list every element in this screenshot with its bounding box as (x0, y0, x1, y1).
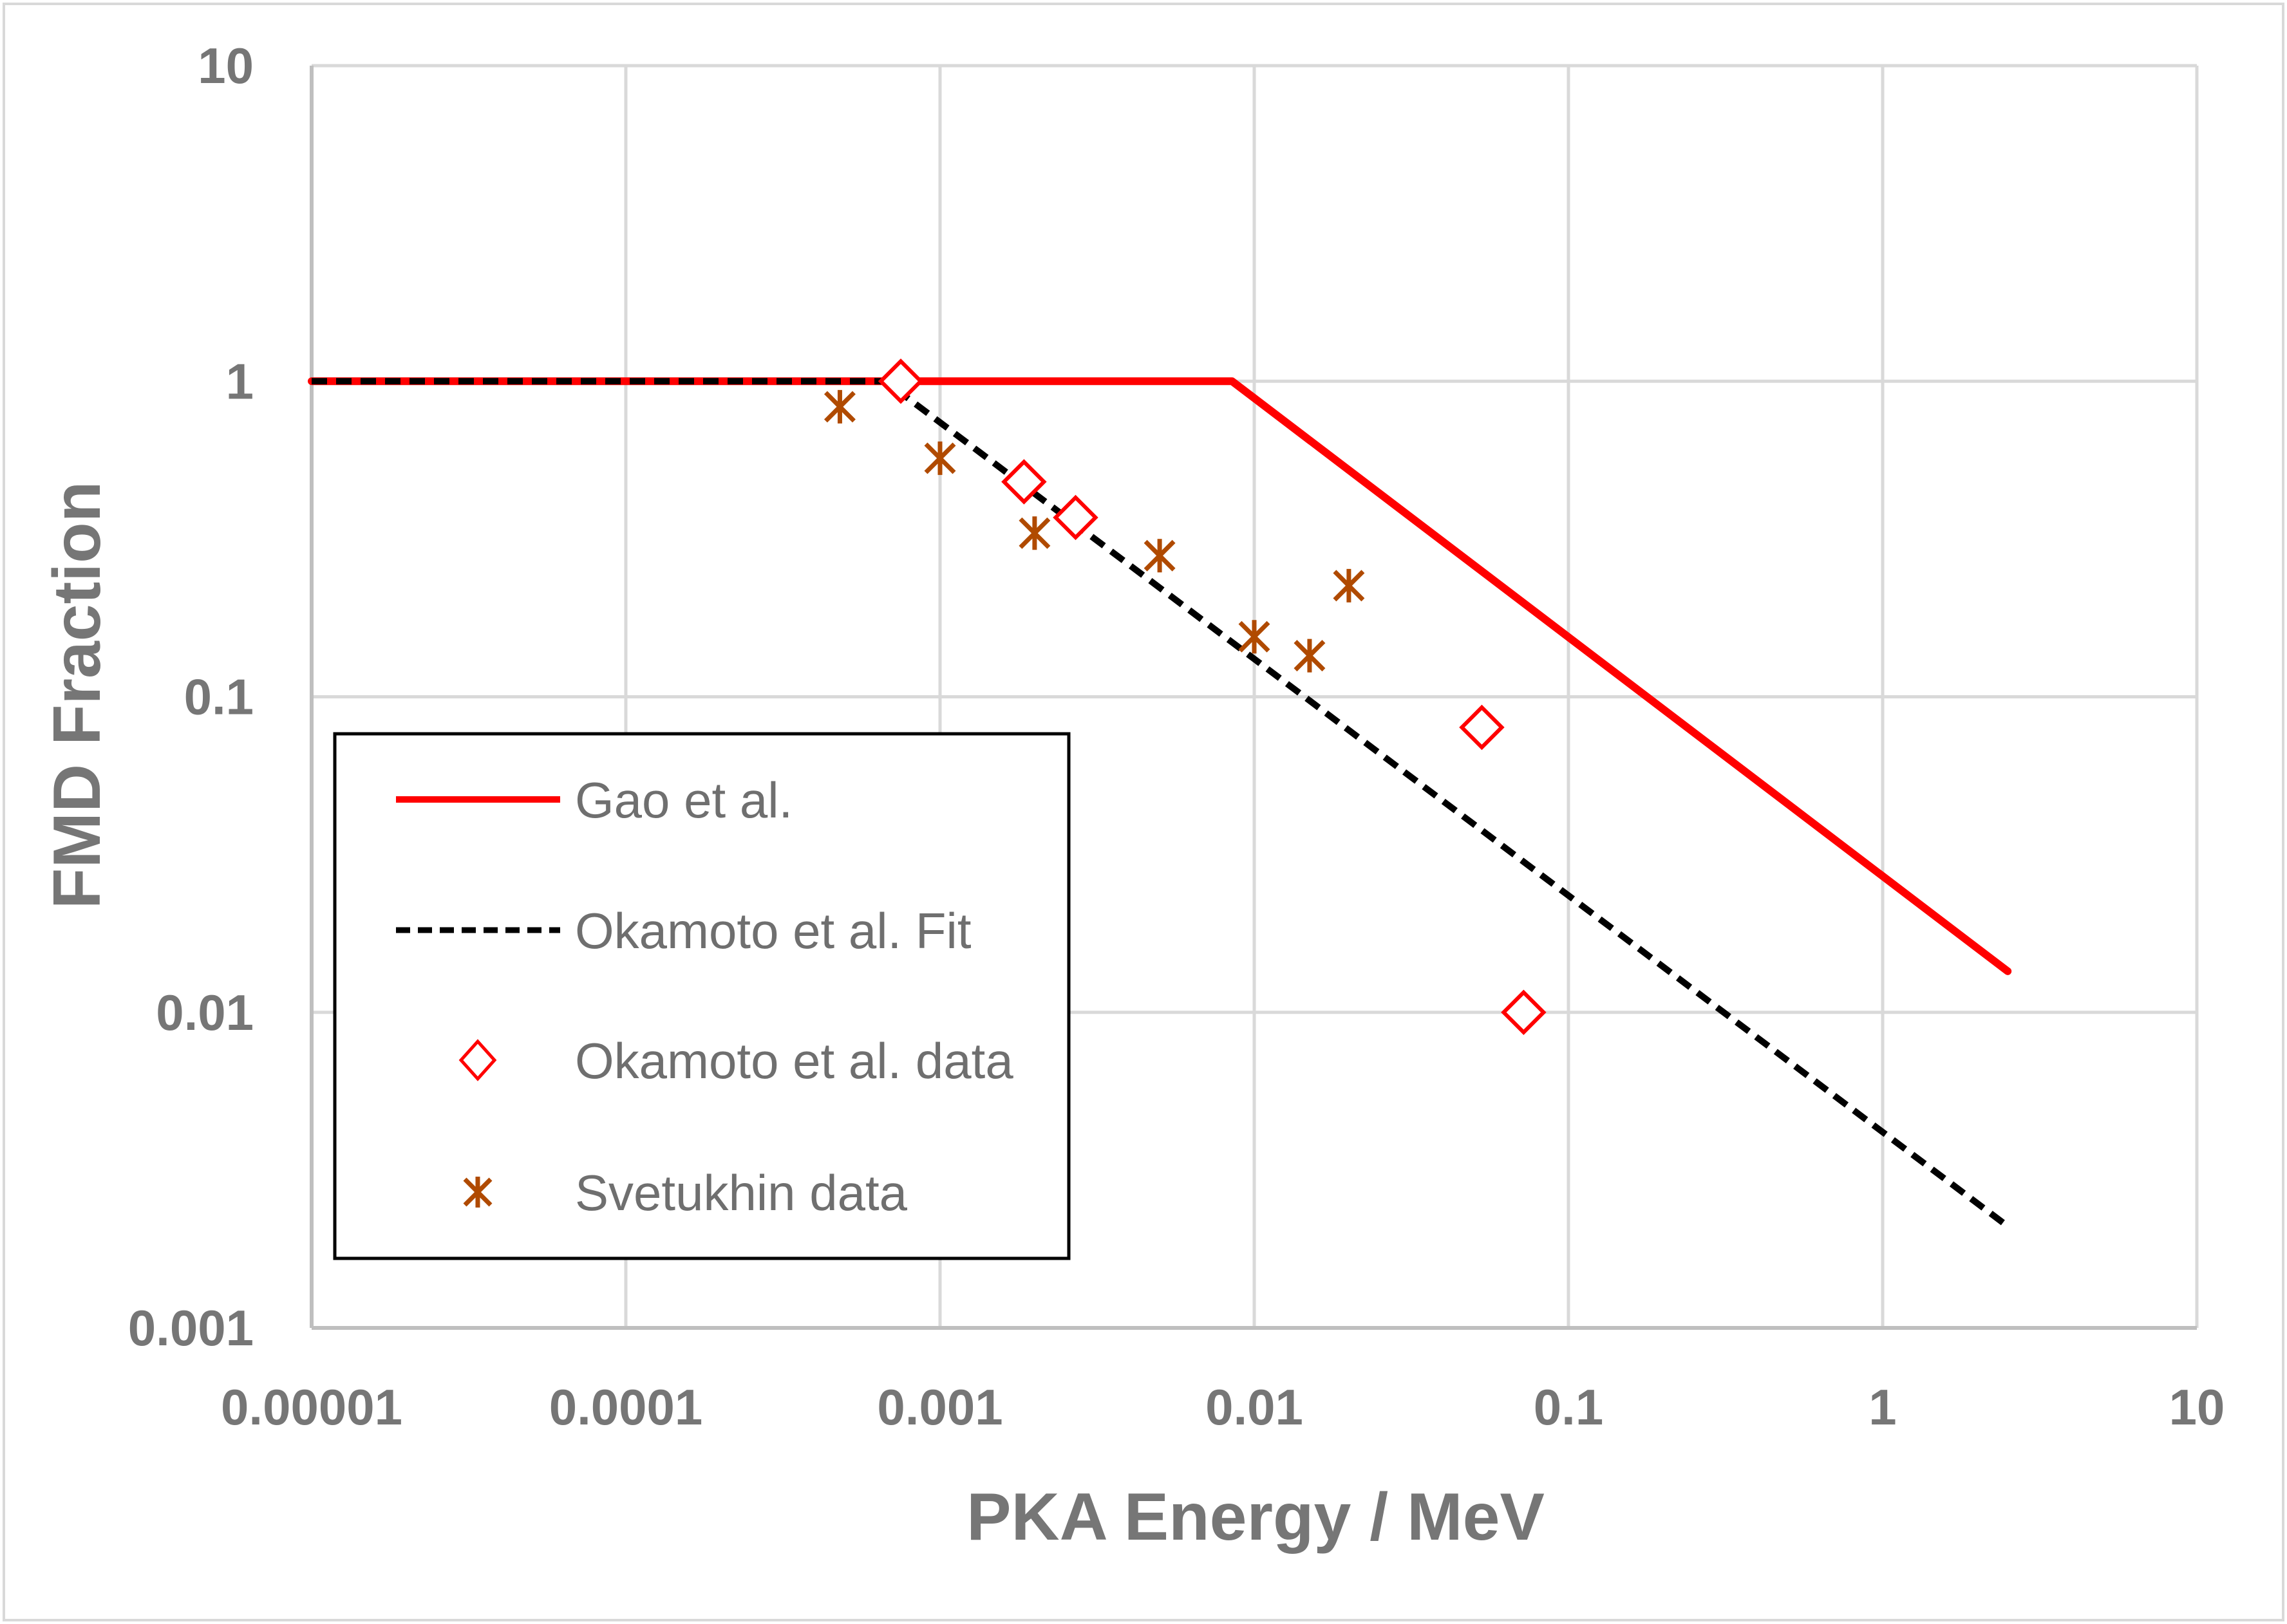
x-tick-label: 1 (1868, 1379, 1896, 1435)
legend-item-svetukhin: Svetukhin data (463, 1164, 908, 1221)
plot-area (308, 359, 2012, 1229)
x-tick-label: 0.00001 (221, 1379, 402, 1435)
data-point-asterisk (1238, 620, 1270, 654)
x-tick-label: 0.001 (877, 1379, 1002, 1435)
y-axis-ticks: 0.001 0.01 0.1 1 10 (128, 37, 254, 1356)
data-point-asterisk (824, 389, 856, 424)
data-point-diamond (1001, 459, 1047, 505)
legend-label-gao: Gao et al. (575, 772, 793, 828)
x-tick-label: 10 (2169, 1379, 2225, 1435)
axes (310, 66, 2197, 1330)
y-tick-label: 0.01 (156, 984, 254, 1041)
legend-item-gao: Gao et al. (396, 772, 793, 828)
legend-marker-diamond (458, 1039, 497, 1081)
data-point-asterisk (924, 441, 956, 475)
series-svetukhin-data (824, 389, 1365, 673)
x-axis-title: PKA Energy / MeV (966, 1480, 1545, 1554)
data-point-diamond (1501, 989, 1547, 1035)
data-point-asterisk (1294, 639, 1326, 673)
data-point-asterisk (1144, 539, 1176, 573)
series-okamoto-et-al-data (878, 359, 1547, 1035)
y-axis-title: FMD Fraction (40, 481, 115, 909)
legend-item-okamoto-data: Okamoto et al. data (458, 1032, 1013, 1089)
legend: Gao et al. Okamoto et al. Fit Okamoto et… (333, 732, 1071, 1260)
y-tick-label: 0.1 (184, 669, 254, 725)
data-point-diamond (1053, 494, 1098, 541)
legend-item-okamoto-fit: Okamoto et al. Fit (396, 902, 972, 959)
legend-label-okamoto-fit: Okamoto et al. Fit (575, 902, 972, 959)
data-point-diamond (1459, 704, 1505, 751)
y-tick-label: 0.001 (128, 1300, 254, 1356)
chart-border (3, 3, 2284, 1621)
x-tick-label: 0.1 (1534, 1379, 1603, 1435)
x-tick-label: 0.0001 (549, 1379, 703, 1435)
y-tick-label: 1 (226, 353, 254, 409)
legend-box (333, 732, 1071, 1260)
data-point-diamond (878, 359, 924, 404)
legend-label-svetukhin: Svetukhin data (575, 1164, 908, 1221)
x-axis-ticks: 0.00001 0.0001 0.001 0.01 0.1 1 10 (221, 1379, 2225, 1435)
legend-label-okamoto-data: Okamoto et al. data (575, 1032, 1013, 1089)
y-tick-label: 10 (198, 37, 254, 94)
data-point-asterisk (1019, 516, 1051, 550)
legend-marker-asterisk (463, 1177, 493, 1208)
x-tick-label: 0.01 (1205, 1379, 1303, 1435)
data-point-asterisk (1333, 568, 1365, 602)
